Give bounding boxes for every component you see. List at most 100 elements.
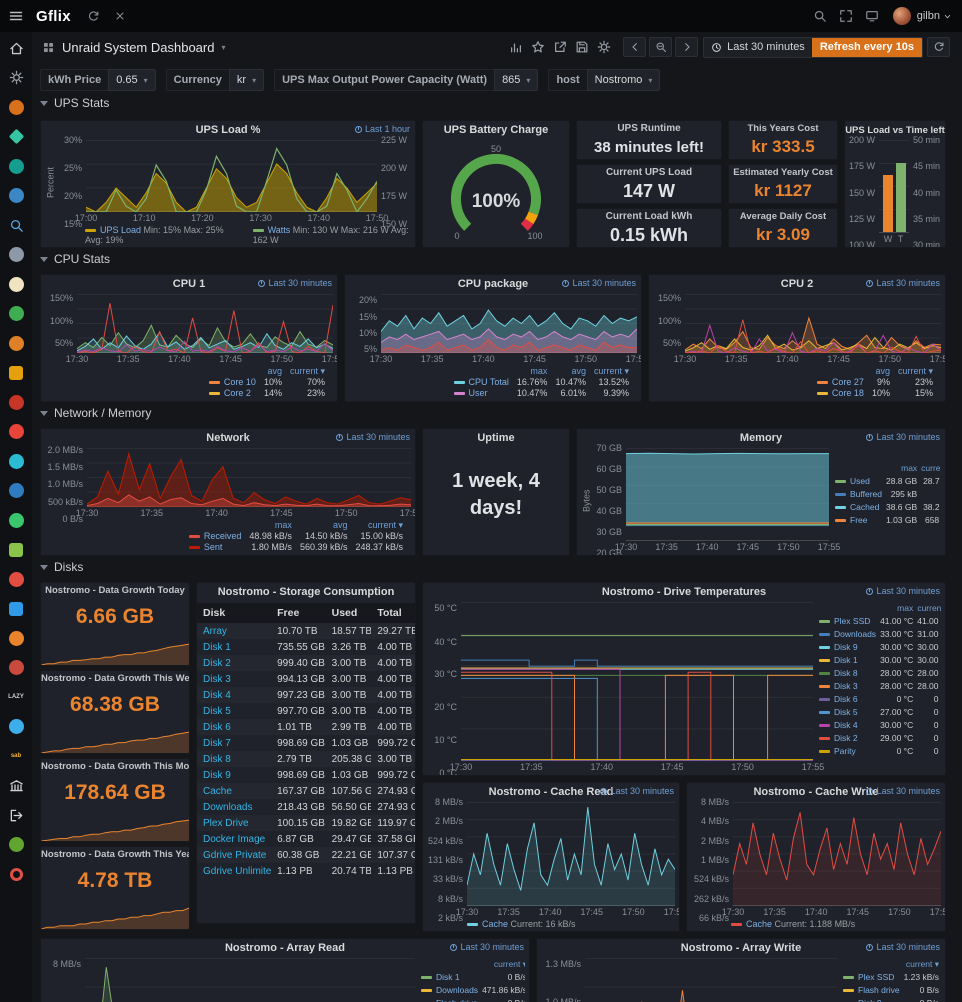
array-write-chart[interactable]: 1.3 MB/s1.0 MB/s17:3017:3517:4017:4517:5…	[541, 958, 941, 1002]
sidebar-deluge-icon[interactable]	[7, 718, 25, 736]
panel-title[interactable]: Nostromo - Cache Write	[753, 786, 879, 798]
time-back-button[interactable]	[623, 37, 647, 57]
display-icon[interactable]	[861, 5, 883, 27]
time-forward-button[interactable]	[675, 37, 699, 57]
sidebar-app-emby-icon[interactable]	[7, 541, 25, 559]
sidebar-app-gitea-icon[interactable]	[7, 836, 25, 854]
panel-title[interactable]: UPS Runtime	[617, 123, 681, 134]
sidebar-logout-icon[interactable]	[7, 806, 25, 824]
sidebar-app-tautulli-icon[interactable]	[7, 334, 25, 352]
table-row[interactable]: Array 10.70 TB 18.57 TB 29.27 TB	[197, 623, 415, 639]
panel-title[interactable]: Nostromo - Data Growth This Year	[41, 849, 189, 860]
sidebar-app-netdata-icon[interactable]	[7, 423, 25, 441]
row-header-ups-stats[interactable]: UPS Stats	[40, 96, 109, 110]
variable-kwh-price[interactable]: kWh Price 0.65 ▾	[40, 69, 156, 91]
legend-row[interactable]: Core 2 14% 23%	[205, 388, 329, 399]
sidebar-app-uptime-icon[interactable]	[7, 511, 25, 529]
cache-read-chart[interactable]: 8 MB/s 2 MB/s 524 kB/s 131 kB/s 33 kB/s 8 kB/…	[427, 797, 679, 929]
cache-write-chart[interactable]: 8 MB/s 4 MB/s 2 MB/s 1 MB/s 524 kB/s 262 kB/s…	[693, 797, 945, 929]
panel-title[interactable]: UPS Load vs Time left	[845, 125, 945, 136]
panel-title[interactable]: CPU 1	[172, 278, 206, 290]
refresh-dashboard-button[interactable]	[927, 37, 950, 57]
sidebar-app-grafana-icon[interactable]	[7, 570, 25, 588]
legend-row[interactable]: Core 27 9% 23%	[813, 377, 937, 388]
dashboard-title[interactable]: Unraid System Dashboard ▾	[42, 40, 225, 55]
zoom-out-button[interactable]	[649, 37, 673, 57]
menu-icon[interactable]	[0, 0, 32, 32]
legend-row[interactable]: Core 10 10% 70%	[205, 377, 329, 388]
table-row[interactable]: Disk 1 735.55 GB 3.26 TB 4.00 TB	[203, 641, 413, 653]
legend-row[interactable]: CPU Total 16.76% 10.47% 13.52%	[450, 377, 633, 388]
legend-item[interactable]: Cache Current: 16 kB/s	[467, 919, 576, 929]
panel-title[interactable]: This Years Cost	[747, 123, 819, 134]
panel-title[interactable]: Nostromo - Drive Temperatures	[601, 586, 767, 598]
network-chart[interactable]: 2.0 MB/s 1.5 MB/s 1.0 MB/s 500 kB/s 0 B/s 17:…	[47, 444, 415, 553]
legend-row[interactable]: Plex SSD 1.23 kB/s	[841, 971, 941, 984]
settings-icon[interactable]	[594, 37, 614, 57]
memory-chart[interactable]: Bytes 70 GB 60 GB 50 GB 40 GB 30 GB 20 GB 17:30…	[581, 443, 942, 555]
panel-title[interactable]: Nostromo - Cache Read	[488, 786, 614, 798]
sidebar-app-bazarr-icon[interactable]	[7, 452, 25, 470]
panel-title[interactable]: Network	[206, 432, 250, 444]
close-icon[interactable]	[109, 5, 131, 27]
sidebar-app-plex-icon[interactable]	[7, 364, 25, 382]
panel-title[interactable]: Nostromo - Array Write	[680, 942, 802, 954]
sidebar-app-lidarr-icon[interactable]	[7, 157, 25, 175]
user-menu[interactable]: gilbn	[917, 10, 952, 22]
variable-currency[interactable]: Currency kr ▾	[165, 69, 265, 91]
legend-row[interactable]: Disk 229.00 °C0 °C	[817, 732, 941, 745]
panel-title[interactable]: Uptime	[477, 432, 515, 444]
refresh-interval-button[interactable]: Refresh every 10s	[811, 37, 922, 57]
sidebar-app-jackett-search-icon[interactable]	[7, 216, 25, 234]
row-header-disks[interactable]: Disks	[40, 560, 83, 574]
sidebar-app-nzbhydra-icon[interactable]	[7, 305, 25, 323]
table-row[interactable]: Disk 5 997.70 GB 3.00 TB 4.00 TB	[203, 705, 413, 717]
legend-row[interactable]: Disk 527.00 °C0 °C	[817, 706, 941, 719]
search-icon[interactable]	[809, 5, 831, 27]
sidebar-home-icon[interactable]	[7, 39, 25, 57]
panel-title[interactable]: Nostromo - Storage Consumption	[217, 586, 395, 598]
legend-row[interactable]: Sent 1.80 MB/s 560.39 kB/s 248.37 kB/s	[185, 542, 407, 553]
legend-item[interactable]: Watts Min: 130 W Max: 216 W Avg: 162 W	[252, 225, 409, 245]
panel-title[interactable]: Memory	[739, 432, 783, 444]
sidebar-app-transmission-icon[interactable]	[7, 629, 25, 647]
panel-title[interactable]: UPS Battery Charge	[443, 124, 549, 136]
add-panel-icon[interactable]	[506, 37, 526, 57]
share-icon[interactable]	[550, 37, 570, 57]
sidebar-settings-icon[interactable]	[7, 69, 25, 87]
storage-table[interactable]: Disk Free Used Total Array 10.70 TB 18.57 TB 29…	[197, 603, 415, 923]
variable-ups-max-watt[interactable]: UPS Max Output Power Capacity (Watt) 865 ▾	[274, 69, 539, 91]
star-icon[interactable]	[528, 37, 548, 57]
panel-title[interactable]: UPS Load %	[195, 124, 261, 136]
row-header-network-memory[interactable]: Network / Memory	[40, 406, 151, 420]
battery-gauge[interactable]: 100% 0 50 100	[423, 141, 569, 247]
row-header-cpu-stats[interactable]: CPU Stats	[40, 252, 110, 266]
legend-row[interactable]: Disk 930.00 °C30.00 °C	[817, 641, 941, 654]
panel-title[interactable]: Current Load kWh	[605, 211, 693, 222]
legend-item[interactable]: Cache Current: 1.188 MB/s	[731, 919, 855, 929]
panel-title[interactable]: Nostromo - Array Read	[224, 942, 345, 954]
sidebar-sabnzbd-icon[interactable]: sab	[10, 753, 22, 759]
sidebar-app-pihole-icon[interactable]	[7, 393, 25, 411]
variable-host[interactable]: host Nostromo ▾	[548, 69, 661, 91]
sidebar-app-sonarr-icon[interactable]	[7, 128, 25, 146]
legend-row[interactable]: Downloads 471.86 kB/s	[419, 984, 525, 997]
panel-title[interactable]: Average Daily Cost	[739, 211, 827, 222]
legend-row[interactable]: Disk 10 B/s	[419, 971, 525, 984]
cpu1-chart[interactable]: 150%100%50%17:3017:3517:4017:4517:5017:5…	[49, 293, 337, 399]
fullscreen-icon[interactable]	[835, 5, 857, 27]
sidebar-app-nextcloud-icon[interactable]	[7, 482, 25, 500]
